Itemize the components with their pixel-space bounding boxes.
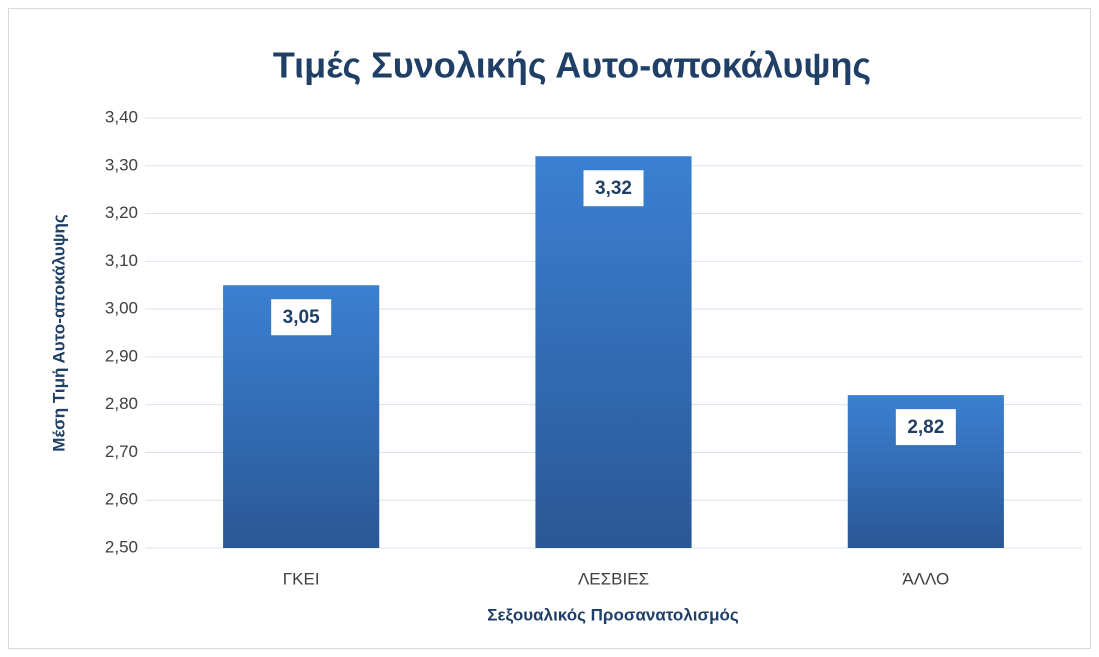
data-label-box	[895, 409, 956, 446]
data-label: 3,32	[595, 178, 632, 199]
data-label: 3,05	[283, 307, 320, 328]
y-tick-label: 2,70	[105, 442, 138, 461]
y-tick-label: 2,90	[105, 346, 138, 365]
chart-title: Τιμές Συνολικής Αυτο-αποκάλυψης	[273, 45, 871, 86]
bar	[535, 156, 692, 548]
x-axis-label: Σεξουαλικός Προσανατολισμός	[487, 605, 739, 624]
y-tick-label: 3,40	[105, 107, 138, 126]
x-tick-label: ΓΚΕΙ	[283, 569, 320, 588]
y-tick-label: 3,20	[105, 203, 138, 222]
data-label: 2,82	[907, 417, 944, 438]
x-tick-label: ΛΕΣΒΙΕΣ	[578, 569, 649, 588]
x-tick-label: ΆΛΛΟ	[902, 569, 949, 588]
data-label-box	[583, 170, 644, 207]
y-axis-label: Μέση Τιμή Αυτο-αποκάλυψης	[49, 214, 68, 452]
y-tick-label: 3,10	[105, 251, 138, 270]
y-tick-label: 2,60	[105, 490, 138, 509]
y-tick-label: 3,00	[105, 299, 138, 318]
y-tick-label: 2,50	[105, 537, 138, 556]
data-label-box	[271, 299, 332, 336]
y-tick-label: 3,30	[105, 155, 138, 174]
y-tick-label: 2,80	[105, 394, 138, 413]
